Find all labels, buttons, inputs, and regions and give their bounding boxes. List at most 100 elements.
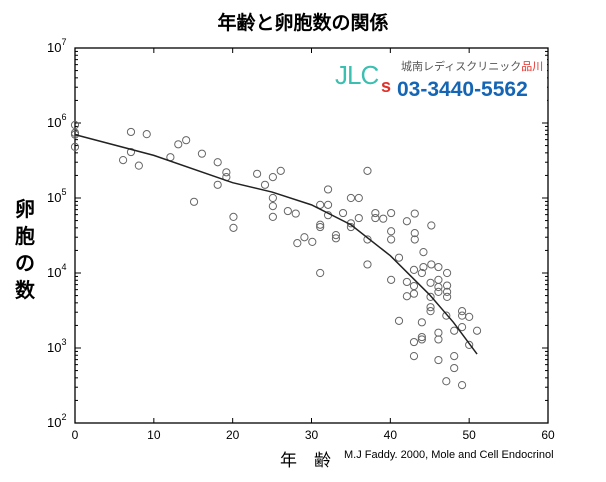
data-point <box>371 208 380 218</box>
data-point <box>213 158 222 167</box>
data-point <box>300 233 309 242</box>
data-point <box>426 278 435 287</box>
data-point <box>457 381 467 390</box>
data-point <box>323 200 333 209</box>
clinic-logo: JLC s 城南レディスクリニック品川 03-3440-5562 <box>333 58 547 104</box>
logo-mark: JLC <box>335 60 379 90</box>
data-point <box>465 340 474 349</box>
data-point <box>450 351 459 361</box>
data-point <box>457 311 467 320</box>
clinic-branch: 品川 <box>521 60 544 73</box>
data-point <box>387 275 396 284</box>
data-point <box>417 268 426 278</box>
data-point <box>268 201 277 211</box>
fit-curve <box>74 133 478 355</box>
y-axis-label: 卵胞の数 <box>15 197 35 302</box>
data-point <box>126 127 136 137</box>
data-point <box>174 140 183 149</box>
data-point <box>434 287 443 296</box>
data-point <box>434 282 443 292</box>
plot-frame <box>74 47 549 424</box>
x-tick-label: 60 <box>541 428 555 442</box>
data-point <box>402 292 411 301</box>
citation: M.J Faddy. 2000, Mole and Cell Endocrino… <box>344 449 554 461</box>
data-point <box>354 213 363 223</box>
data-point <box>409 337 419 347</box>
data-point <box>410 235 419 244</box>
data-point <box>213 180 222 189</box>
data-point <box>409 351 419 361</box>
data-point <box>387 208 396 218</box>
data-point <box>134 161 143 170</box>
x-tick-label: 10 <box>147 428 161 442</box>
data-point <box>417 335 426 344</box>
clinic-name-text: 城南レディスクリニック <box>401 60 522 73</box>
data-point <box>283 206 292 216</box>
data-point <box>394 253 404 262</box>
x-tick-label: 50 <box>462 428 476 442</box>
y-tick-label: 105 <box>47 187 66 205</box>
clinic-name: 城南レディスクリニック品川 <box>401 60 543 73</box>
data-point <box>450 363 459 373</box>
data-point <box>402 217 411 226</box>
data-point <box>268 193 277 203</box>
y-tick-label: 102 <box>47 412 66 430</box>
y-tick-label: 104 <box>47 262 66 280</box>
data-point <box>457 307 467 316</box>
data-point <box>253 169 262 178</box>
data-point <box>434 355 443 365</box>
data-point <box>379 214 388 223</box>
data-point <box>222 168 231 177</box>
data-point <box>417 318 426 327</box>
data-point <box>268 212 277 221</box>
data-point <box>427 221 436 230</box>
data-point <box>371 213 380 223</box>
data-point <box>70 142 80 152</box>
data-point <box>126 147 136 157</box>
y-tick-label: 107 <box>47 37 66 55</box>
data-point <box>409 265 419 274</box>
data-point <box>410 209 419 218</box>
data-point <box>417 332 426 342</box>
data-point <box>346 193 356 203</box>
data-point <box>419 262 428 272</box>
x-tick-label: 30 <box>305 428 319 442</box>
data-point <box>442 287 452 296</box>
clinic-phone: 03-3440-5562 <box>397 78 528 101</box>
chart-title: 年齢と卵胞数の関係 <box>217 12 389 34</box>
data-point <box>419 247 428 257</box>
data-point <box>427 260 436 269</box>
data-point <box>426 307 435 316</box>
data-point <box>229 223 238 232</box>
data-point <box>331 231 341 240</box>
data-point <box>426 292 435 302</box>
data-point <box>402 277 411 287</box>
data-point <box>323 185 333 194</box>
data-point <box>268 172 277 182</box>
data-point <box>387 227 396 236</box>
data-point <box>260 180 270 189</box>
x-axis-label: 年 齢 <box>280 451 331 471</box>
data-point <box>308 237 317 246</box>
data-point <box>434 328 443 337</box>
data-point <box>442 292 452 302</box>
data-point <box>118 156 128 165</box>
data-point <box>450 326 459 335</box>
y-tick-label: 103 <box>47 337 66 355</box>
data-point <box>434 262 443 272</box>
data-point <box>182 136 191 145</box>
data-point <box>197 149 207 158</box>
data-point <box>316 220 325 229</box>
data-point <box>316 222 325 232</box>
data-point <box>276 166 285 175</box>
data-point <box>142 130 151 139</box>
data-point <box>338 208 348 218</box>
data-point <box>363 260 372 269</box>
data-point <box>442 311 451 320</box>
data-point <box>189 197 199 206</box>
x-tick-label: 20 <box>226 428 240 442</box>
data-point <box>316 268 325 278</box>
data-point <box>354 193 363 203</box>
